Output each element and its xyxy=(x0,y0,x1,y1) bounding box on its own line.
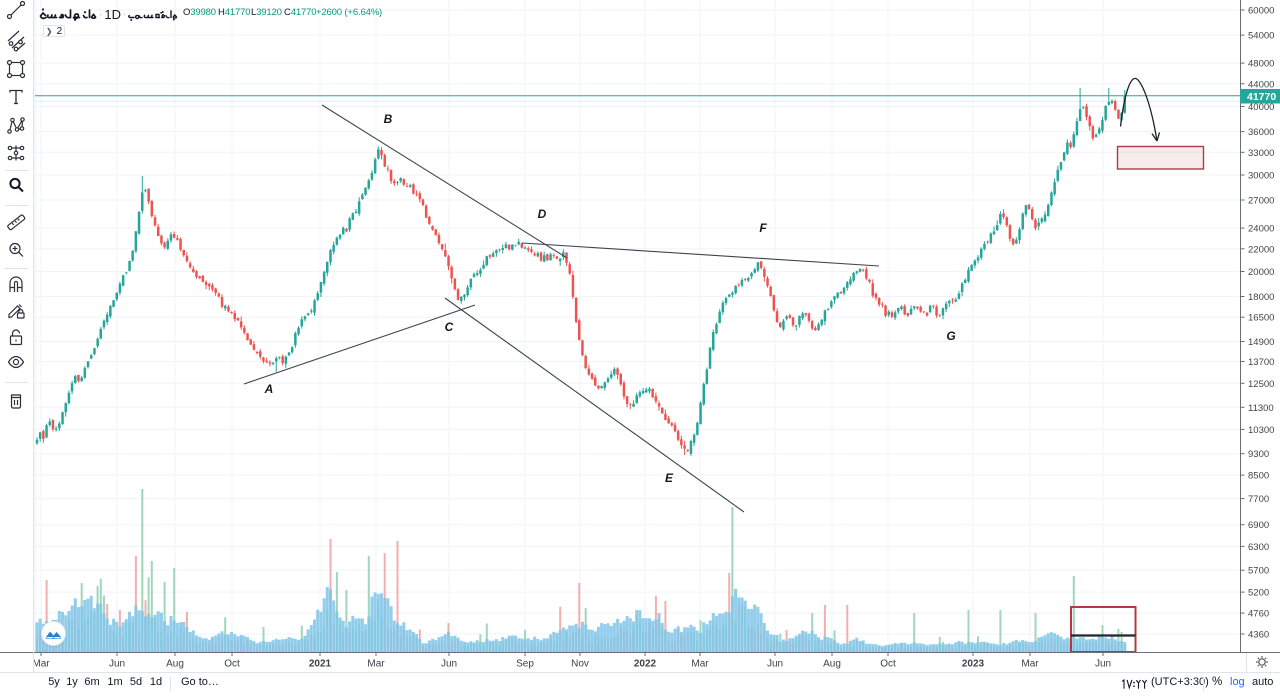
svg-text:Mar: Mar xyxy=(691,659,709,670)
svg-text:9300: 9300 xyxy=(1248,449,1269,460)
svg-text:24000: 24000 xyxy=(1248,224,1274,235)
svg-text:Jun: Jun xyxy=(1095,659,1111,670)
svg-text:Oct: Oct xyxy=(880,659,896,670)
svg-text:27000: 27000 xyxy=(1248,196,1274,207)
svg-text:60000: 60000 xyxy=(1248,6,1274,17)
svg-text:B: B xyxy=(384,112,393,126)
svg-text:Sep: Sep xyxy=(516,659,534,670)
svg-text:Mar: Mar xyxy=(1021,659,1039,670)
svg-text:54000: 54000 xyxy=(1248,31,1274,42)
svg-text:Oct: Oct xyxy=(224,659,240,670)
svg-text:30000: 30000 xyxy=(1248,171,1274,182)
svg-text:44000: 44000 xyxy=(1248,79,1274,90)
svg-text:6900: 6900 xyxy=(1248,520,1269,531)
svg-text:4360: 4360 xyxy=(1248,630,1269,641)
svg-text:Aug: Aug xyxy=(823,659,841,670)
svg-text:11300: 11300 xyxy=(1248,403,1274,414)
svg-text:Jun: Jun xyxy=(767,659,783,670)
svg-text:D: D xyxy=(538,207,547,221)
svg-text:2023: 2023 xyxy=(962,659,985,670)
svg-text:5700: 5700 xyxy=(1248,566,1269,577)
svg-text:Jun: Jun xyxy=(109,659,125,670)
svg-text:40000: 40000 xyxy=(1248,102,1274,113)
svg-text:22000: 22000 xyxy=(1248,244,1274,255)
svg-text:Jun: Jun xyxy=(441,659,457,670)
svg-text:16500: 16500 xyxy=(1248,313,1274,324)
svg-text:7700: 7700 xyxy=(1248,494,1269,505)
svg-text:E: E xyxy=(665,471,674,485)
svg-text:2022: 2022 xyxy=(634,659,657,670)
svg-text:18000: 18000 xyxy=(1248,292,1274,303)
svg-text:8500: 8500 xyxy=(1248,471,1269,482)
svg-text:10300: 10300 xyxy=(1248,425,1274,436)
svg-text:6300: 6300 xyxy=(1248,542,1269,553)
svg-text:5200: 5200 xyxy=(1248,588,1269,599)
svg-text:Mar: Mar xyxy=(32,659,50,670)
svg-text:13700: 13700 xyxy=(1248,357,1274,368)
svg-text:4760: 4760 xyxy=(1248,609,1269,620)
svg-text:Aug: Aug xyxy=(166,659,184,670)
svg-text:20000: 20000 xyxy=(1248,267,1274,278)
svg-text:2021: 2021 xyxy=(309,659,332,670)
svg-text:Nov: Nov xyxy=(571,659,589,670)
svg-text:Mar: Mar xyxy=(367,659,385,670)
svg-text:12500: 12500 xyxy=(1248,379,1274,390)
svg-text:41770: 41770 xyxy=(1247,91,1276,103)
svg-text:F: F xyxy=(759,221,767,235)
svg-text:33000: 33000 xyxy=(1248,148,1274,159)
svg-text:C: C xyxy=(445,320,454,334)
svg-text:A: A xyxy=(264,382,274,396)
svg-text:36000: 36000 xyxy=(1248,127,1274,138)
svg-text:14900: 14900 xyxy=(1248,337,1274,348)
svg-text:48000: 48000 xyxy=(1248,59,1274,70)
svg-text:G: G xyxy=(946,329,955,343)
